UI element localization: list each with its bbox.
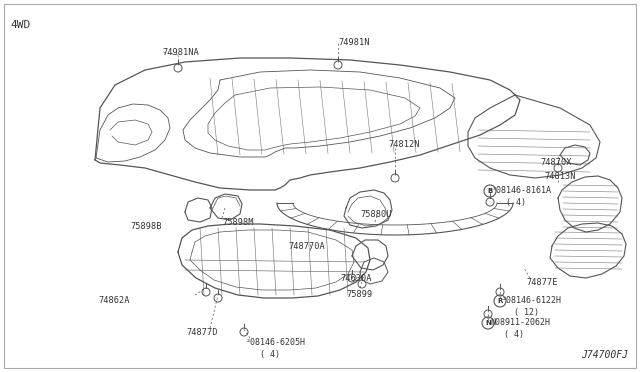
- Text: N08911-2062H: N08911-2062H: [490, 318, 550, 327]
- Text: ( 4): ( 4): [506, 198, 526, 207]
- Text: 75899: 75899: [346, 290, 372, 299]
- Text: 74630A: 74630A: [340, 274, 371, 283]
- Text: 74813N: 74813N: [544, 172, 575, 181]
- Text: 74812N: 74812N: [388, 140, 419, 149]
- Text: 74981N: 74981N: [338, 38, 369, 47]
- Text: R: R: [497, 298, 502, 304]
- Text: ²08146-6205H: ²08146-6205H: [246, 338, 306, 347]
- Text: ( 4): ( 4): [260, 350, 280, 359]
- Text: 74877E: 74877E: [526, 278, 557, 287]
- Text: 75898B: 75898B: [130, 222, 161, 231]
- Text: ( 4): ( 4): [504, 330, 524, 339]
- Text: B: B: [488, 188, 493, 194]
- Text: 74870X: 74870X: [540, 158, 572, 167]
- Text: 748770A: 748770A: [288, 242, 324, 251]
- Text: 74877D: 74877D: [186, 328, 218, 337]
- Text: ²08146-6122H: ²08146-6122H: [502, 296, 562, 305]
- Text: 74981NA: 74981NA: [162, 48, 199, 57]
- Text: ( 12): ( 12): [514, 308, 539, 317]
- Text: J74700FJ: J74700FJ: [581, 350, 628, 360]
- Text: 75898M: 75898M: [222, 218, 253, 227]
- Text: 75880U: 75880U: [360, 210, 392, 219]
- Text: ³08146-8161A: ³08146-8161A: [492, 186, 552, 195]
- Text: 74862A: 74862A: [99, 296, 130, 305]
- Text: N: N: [485, 320, 491, 326]
- Text: 4WD: 4WD: [10, 20, 30, 30]
